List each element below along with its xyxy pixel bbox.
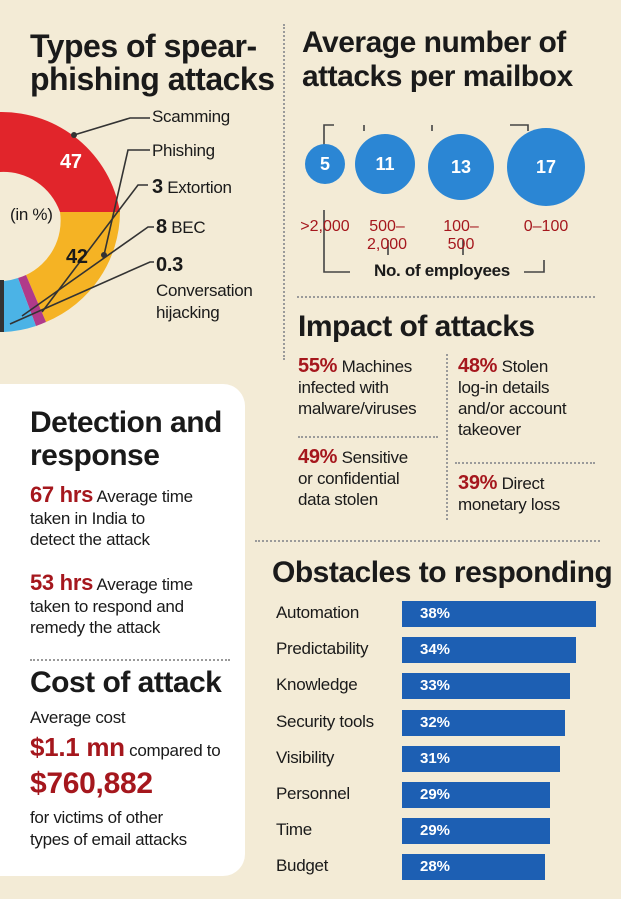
obstacle-value-3: 32% [420,713,451,731]
obstacle-value-7: 28% [420,858,451,876]
divider-impact-vertical [446,354,448,520]
impact-item-3: 49% Sensitive or confidential data stolen [298,446,408,510]
impact-item-4: 39% Direct monetary loss [458,472,560,515]
employees-axis-label: No. of employees [374,261,510,280]
obstacle-label-6: Time [276,820,312,840]
obstacle-bar-5 [402,782,551,808]
obstacle-value-5: 29% [420,786,451,803]
mailbox-bubble-4: 17 [507,128,585,206]
mailbox-bubble-2: 11 [355,134,415,194]
obstacle-label-2: Knowledge [276,675,358,695]
obstacle-bar-2 [402,673,571,700]
mailbox-title-line2: attacks per mailbox [302,60,573,93]
spear-phishing-donut-chart [0,111,154,332]
cost-avg-label: Average cost [30,708,126,727]
phishing-label: Phishing [152,141,215,160]
divider-impact-top [297,296,595,298]
impact-item-2: 48% Stolen log-in details and/or account ta… [458,355,567,439]
cost-value-1-line: $1.1 mn compared to [30,732,221,762]
range-label-4: 0–100 [523,218,569,235]
cost-line-1: for victims of other [30,808,163,827]
obstacle-label-3: Security tools [276,711,374,731]
obstacle-label-1: Predictability [276,639,369,659]
obstacle-bar-4 [402,745,561,772]
types-title-line2: phishing attacks [30,61,275,97]
donut-slice-scamming [0,111,120,212]
obstacle-bar-1 [402,637,576,664]
divider-cost-top [30,659,230,661]
obstacle-label-5: Personnel [276,784,350,803]
impact-item-1: 55% Machines infected with malware/viruses [298,355,417,419]
donut-unit: (in %) [10,205,53,224]
obstacle-bar-6 [402,818,551,845]
detection-item-2: 53 hrs Average time taken to respond and r… [30,570,193,637]
detection-title-line1: Detection and [30,406,222,439]
obstacle-label-0: Automation [276,603,359,622]
obstacle-value-2: 33% [420,677,451,695]
conv-label-2: hijacking [156,303,220,322]
donut-slice-conversation [0,280,4,332]
types-title-line1: Types of spear- [30,28,257,64]
detection-title-line2: response [30,439,160,472]
conv-label-1: Conversation [156,281,253,300]
obstacle-bar-7 [402,854,545,881]
divider-obstacles-top [255,540,600,542]
cost-line-2: types of email attacks [30,830,187,849]
range-label-3: 100– 500 [443,218,479,254]
divider-impact-left [298,436,438,438]
obstacle-bar-0 [402,601,596,627]
obstacle-value-6: 29% [420,822,451,840]
range-label-1: >2,000 [300,218,350,235]
cost-value-2: $760,882 [30,767,153,800]
obstacle-value-4: 31% [420,749,451,767]
donut-slice-bec [4,278,36,332]
donut-slice-extortion [18,275,46,326]
scamming-value: 47 [60,151,82,173]
obstacle-value-1: 34% [420,641,451,659]
impact-title: Impact of attacks [298,310,535,343]
range-label-2: 500– 2,000 [366,218,408,254]
extortion-legend: 3 Extortion [152,176,232,198]
mailbox-title-line1: Average number of [302,26,566,59]
conv-value: 0.3 [156,254,183,276]
mailbox-bracket-lines [323,124,545,273]
scamming-label: Scamming [152,107,230,126]
cost-title: Cost of attack [30,666,222,699]
bec-legend: 8 BEC [156,216,206,238]
obstacle-label-4: Visibility [276,747,335,767]
obstacle-bar-3 [402,709,566,736]
obstacle-value-0: 38% [420,605,451,622]
mailbox-bubble-1: 5 [305,144,345,184]
detection-item-1: 67 hrs Average time taken in India to dete… [30,482,193,549]
phishing-value: 42 [66,246,88,268]
divider-vertical-top [283,24,285,360]
obstacle-label-7: Budget [276,856,329,876]
detection-cost-card [0,384,245,876]
mailbox-bubble-3: 13 [428,134,494,200]
obstacles-title: Obstacles to responding [272,556,613,589]
divider-impact-right [455,462,595,464]
